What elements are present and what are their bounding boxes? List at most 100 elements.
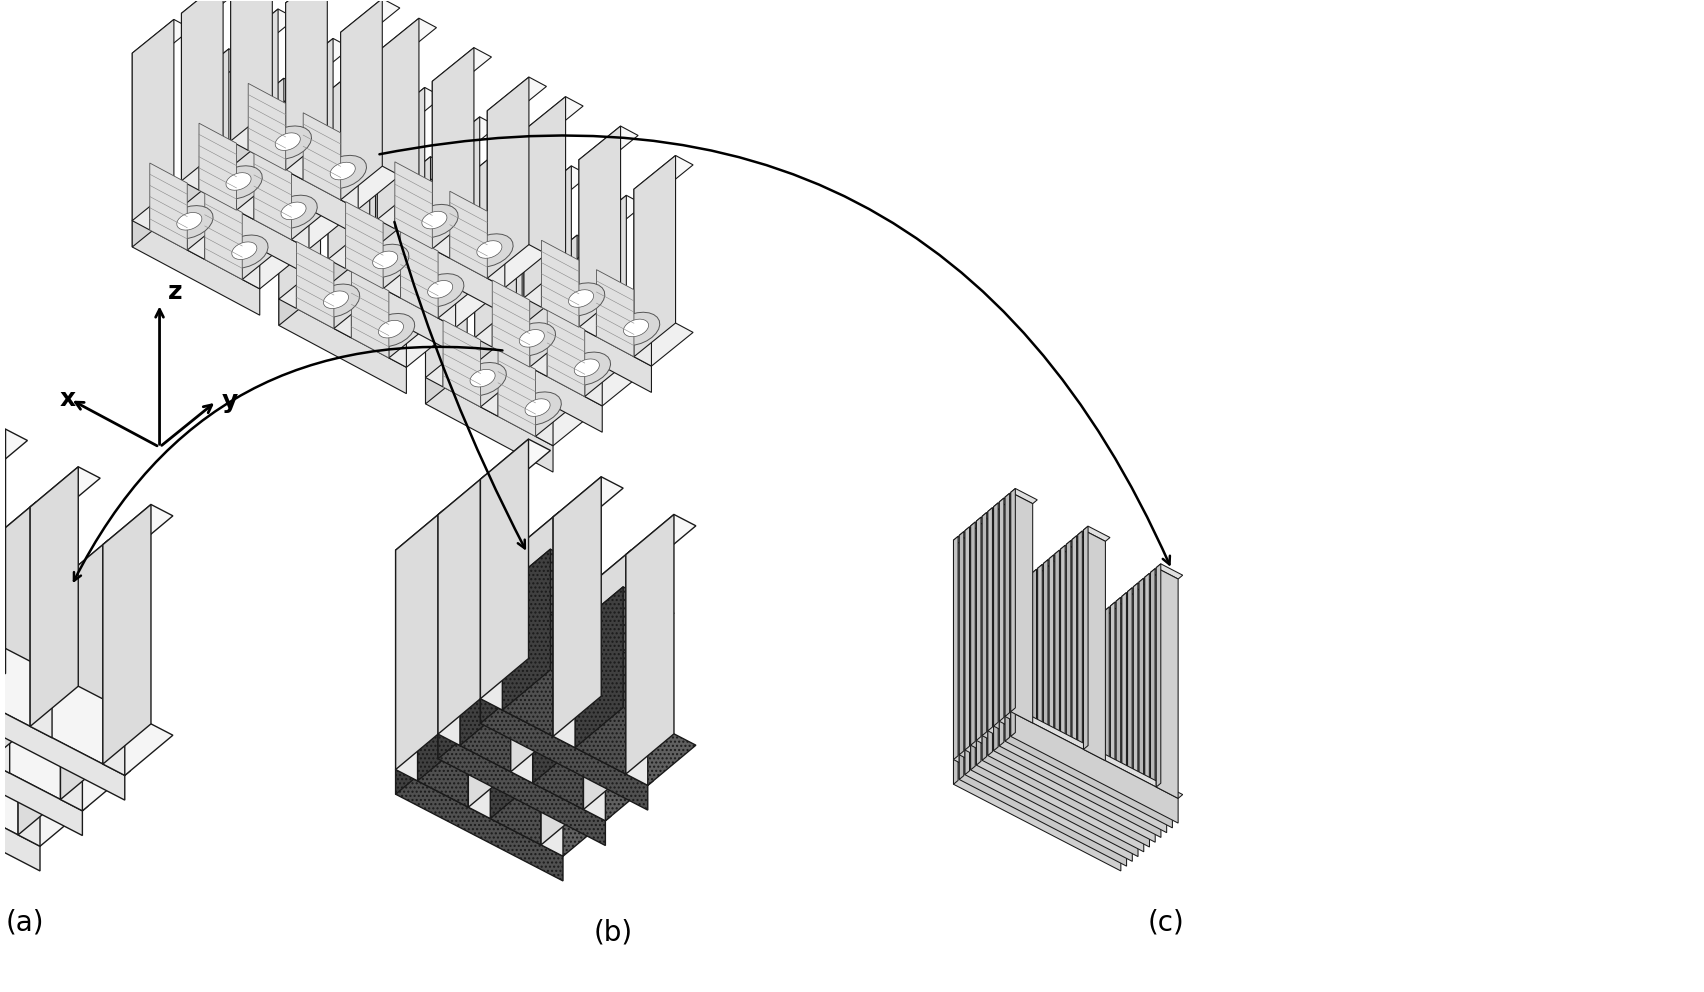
Polygon shape <box>181 0 240 23</box>
Polygon shape <box>503 550 550 710</box>
Polygon shape <box>535 235 595 278</box>
Polygon shape <box>286 0 327 171</box>
Polygon shape <box>634 156 675 357</box>
Text: y: y <box>222 389 237 414</box>
Polygon shape <box>377 186 547 288</box>
Polygon shape <box>329 59 370 259</box>
Polygon shape <box>1099 612 1104 835</box>
Polygon shape <box>1060 546 1065 769</box>
Polygon shape <box>60 540 131 591</box>
Polygon shape <box>383 121 400 298</box>
Polygon shape <box>999 717 1171 807</box>
Polygon shape <box>1043 559 1070 574</box>
Polygon shape <box>511 553 533 783</box>
Polygon shape <box>1033 569 1036 793</box>
Polygon shape <box>0 430 27 481</box>
Polygon shape <box>133 54 150 230</box>
Polygon shape <box>1128 591 1150 822</box>
Polygon shape <box>988 508 992 731</box>
Polygon shape <box>361 244 409 278</box>
Polygon shape <box>470 369 496 387</box>
Polygon shape <box>133 20 174 220</box>
Polygon shape <box>389 157 448 199</box>
Polygon shape <box>264 126 312 160</box>
Polygon shape <box>477 241 503 258</box>
Polygon shape <box>1150 568 1155 792</box>
Polygon shape <box>954 756 1125 846</box>
Polygon shape <box>31 467 101 519</box>
Polygon shape <box>1067 545 1089 775</box>
Polygon shape <box>964 527 970 750</box>
Polygon shape <box>102 505 152 764</box>
Polygon shape <box>19 615 39 846</box>
Polygon shape <box>242 112 259 289</box>
Polygon shape <box>1138 578 1143 802</box>
Polygon shape <box>579 126 637 170</box>
Polygon shape <box>964 750 1131 861</box>
Polygon shape <box>999 498 1026 513</box>
Polygon shape <box>954 537 980 552</box>
Polygon shape <box>523 298 651 393</box>
Polygon shape <box>498 349 535 436</box>
Polygon shape <box>547 310 584 397</box>
Polygon shape <box>583 550 654 601</box>
Polygon shape <box>988 727 1160 817</box>
Polygon shape <box>475 337 602 433</box>
Polygon shape <box>269 195 317 228</box>
Polygon shape <box>530 166 571 367</box>
Text: x: x <box>60 388 75 412</box>
Polygon shape <box>964 746 970 775</box>
Polygon shape <box>177 212 201 230</box>
Polygon shape <box>1026 574 1031 798</box>
Polygon shape <box>1072 540 1094 771</box>
Polygon shape <box>426 210 443 387</box>
Polygon shape <box>150 163 187 250</box>
Polygon shape <box>634 189 651 366</box>
Polygon shape <box>237 9 278 210</box>
Polygon shape <box>395 162 433 249</box>
Polygon shape <box>312 284 360 317</box>
Polygon shape <box>1033 569 1058 584</box>
Polygon shape <box>469 548 516 807</box>
Polygon shape <box>625 515 675 774</box>
Polygon shape <box>1138 578 1166 593</box>
Polygon shape <box>438 151 455 327</box>
Polygon shape <box>242 78 285 280</box>
Polygon shape <box>1005 497 1028 728</box>
Polygon shape <box>31 467 78 726</box>
Polygon shape <box>976 740 1143 852</box>
Polygon shape <box>426 344 467 404</box>
Polygon shape <box>508 322 556 356</box>
Polygon shape <box>954 760 1121 871</box>
Polygon shape <box>187 49 247 92</box>
Polygon shape <box>475 171 492 347</box>
Polygon shape <box>1099 612 1125 627</box>
Polygon shape <box>574 359 600 377</box>
Polygon shape <box>584 195 627 397</box>
Polygon shape <box>982 513 987 736</box>
Polygon shape <box>423 211 446 229</box>
Polygon shape <box>383 87 424 289</box>
Text: (b): (b) <box>593 919 632 946</box>
Polygon shape <box>329 259 455 354</box>
Polygon shape <box>460 584 508 745</box>
Polygon shape <box>334 127 375 328</box>
Polygon shape <box>535 269 554 445</box>
Polygon shape <box>102 545 124 776</box>
Polygon shape <box>971 522 997 538</box>
Polygon shape <box>274 133 300 151</box>
Polygon shape <box>0 649 5 713</box>
Polygon shape <box>438 117 498 160</box>
Polygon shape <box>1116 601 1138 832</box>
Polygon shape <box>329 59 387 101</box>
Polygon shape <box>378 320 404 338</box>
Polygon shape <box>249 83 286 171</box>
Polygon shape <box>1133 583 1160 598</box>
Polygon shape <box>242 78 302 121</box>
Polygon shape <box>1067 541 1070 764</box>
Polygon shape <box>569 290 593 308</box>
Polygon shape <box>481 439 528 698</box>
Polygon shape <box>1111 602 1137 617</box>
Polygon shape <box>0 649 172 776</box>
Polygon shape <box>982 513 1009 528</box>
